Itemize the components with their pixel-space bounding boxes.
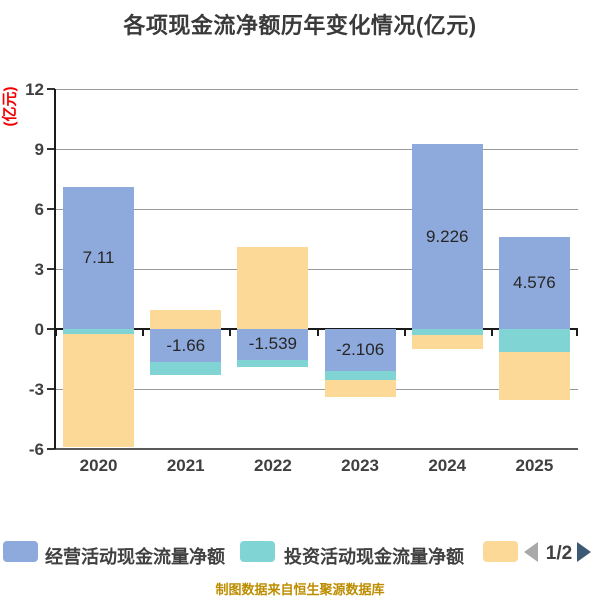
zero-axis-line [55, 328, 578, 330]
gridline [55, 268, 578, 270]
legend-swatch-1 [3, 541, 38, 562]
y-tick-label: 3 [34, 260, 44, 279]
x-tick-mark [142, 330, 145, 336]
gridline [55, 88, 578, 90]
x-tick-mark [576, 330, 578, 336]
legend-label-2: 投资活动现金流量净额 [284, 547, 464, 567]
bar-segment-series-3 [150, 310, 222, 329]
bar-segment-series-2 [411, 329, 483, 335]
y-tick-mark [47, 268, 55, 270]
x-tick-mark [229, 330, 232, 336]
y-tick-label: 0 [34, 320, 44, 339]
chart-title: 各项现金流净额历年变化情况(亿元) [123, 13, 477, 38]
gridline [55, 388, 578, 390]
y-tick-label: -3 [28, 380, 44, 399]
bar-segment-series-3 [324, 380, 396, 397]
bar-value-label: 9.226 [425, 226, 469, 246]
bar-segment-series-3 [63, 334, 135, 447]
bar-segment-series-1 [324, 329, 396, 372]
x-axis-year-label: 2024 [428, 456, 467, 475]
legend-swatch-2 [240, 541, 275, 562]
bar-segment-series-2 [498, 329, 570, 352]
bar-segment-series-1 [498, 237, 570, 329]
x-axis-line [55, 448, 578, 450]
y-tick-mark [47, 388, 55, 390]
x-axis-year-label: 2021 [166, 456, 205, 475]
bar-value-label: -1.66 [166, 335, 206, 355]
x-axis-year-label: 2022 [253, 456, 292, 475]
bar-value-label: -1.539 [248, 334, 297, 354]
x-tick-mark [55, 330, 57, 336]
bar-value-label: -2.106 [335, 340, 385, 360]
bar-segment-series-3 [411, 335, 483, 349]
y-tick-mark [47, 328, 55, 330]
y-tick-mark [47, 448, 55, 450]
legend-page-indicator: 1/2 [545, 543, 573, 564]
bar-segment-series-2 [150, 362, 222, 376]
bar-segment-series-3 [237, 247, 309, 329]
x-tick-mark [403, 330, 406, 336]
y-tick-label: -6 [28, 440, 44, 459]
legend-prev-page-icon[interactable] [524, 542, 538, 562]
y-tick-mark [47, 88, 55, 90]
y-tick-mark [47, 208, 55, 210]
bar-segment-series-1 [150, 329, 222, 363]
y-tick-label: 6 [34, 200, 44, 219]
x-tick-mark [490, 330, 493, 336]
bar-segment-series-3 [498, 351, 570, 400]
x-tick-mark [316, 330, 319, 336]
bar-value-label: 7.11 [82, 247, 115, 267]
bar-segment-series-2 [63, 329, 135, 334]
x-axis-year-label: 2025 [515, 456, 554, 475]
bar-value-label: 4.576 [513, 273, 556, 293]
y-axis-line [54, 89, 56, 449]
data-source-note: 制图数据来自恒生聚源数据库 [215, 582, 385, 597]
legend-label-1: 经营活动现金流量净额 [45, 547, 225, 567]
legend-next-page-icon[interactable] [577, 542, 591, 562]
bar-segment-series-1 [63, 186, 135, 329]
bar-segment-series-1 [411, 144, 483, 329]
y-tick-label: 12 [25, 80, 44, 99]
x-axis-year-label: 2020 [79, 456, 118, 475]
legend-swatch-3 [483, 541, 518, 562]
bar-segment-series-2 [237, 359, 309, 367]
bar-segment-series-2 [324, 371, 396, 381]
bar-segment-series-1 [237, 329, 309, 360]
gridline [55, 208, 578, 210]
x-axis-year-label: 2023 [341, 456, 379, 475]
y-tick-label: 9 [34, 140, 44, 159]
y-tick-mark [47, 148, 55, 150]
gridline [55, 148, 578, 150]
